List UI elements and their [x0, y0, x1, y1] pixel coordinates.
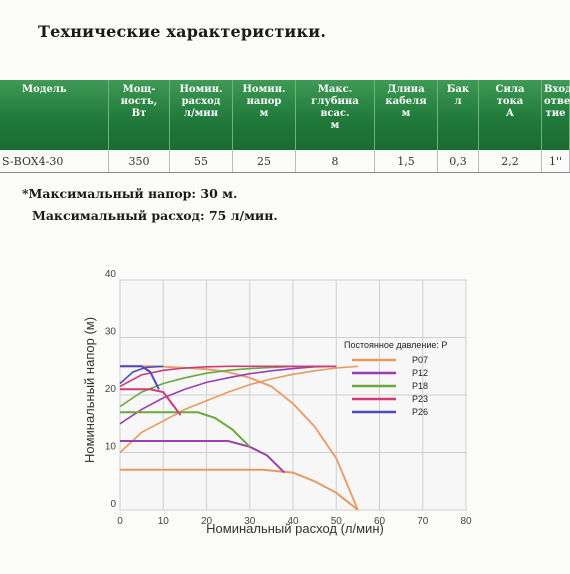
table-cell: 0,3	[437, 150, 479, 173]
y-tick-label: 40	[105, 269, 117, 280]
x-tick-label: 50	[331, 516, 343, 527]
table-header: Модель	[0, 80, 109, 150]
x-tick-label: 60	[374, 516, 386, 527]
x-tick-label: 0	[117, 516, 123, 527]
series-line-p12	[120, 440, 286, 474]
x-tick-label: 30	[244, 516, 256, 527]
performance-chart-svg: 0 10 20 30 40 50 60 70 80 0 10 20 30 40 Номинальный р…	[82, 269, 472, 536]
table-cell: 55	[169, 150, 233, 173]
x-tick-label: 70	[417, 516, 429, 527]
table-cell: 2,2	[478, 150, 542, 173]
series-rise-line-p23	[119, 365, 337, 388]
max-head-note: *Максимальный напор: 30 м.	[22, 186, 238, 201]
spec-table: Модель Мощ- ность, Вт Номин. расход л/ми…	[0, 80, 570, 173]
series-line-p18	[120, 411, 251, 448]
series-line-p26	[120, 365, 160, 390]
table-cell: 350	[108, 150, 170, 173]
page-title: Технические характеристики.	[38, 22, 327, 41]
series-rise-line-p07	[119, 365, 358, 454]
table-cell: 1,5	[374, 150, 438, 173]
y-tick-label: 20	[105, 384, 117, 395]
series-rise-line-p12	[119, 365, 337, 425]
table-header: Макс. глубина всас. м	[295, 80, 375, 150]
table-header: Бак л	[437, 80, 479, 150]
y-tick-label: 30	[105, 327, 117, 338]
x-axis-label: Номинальный расход (л/мин)	[206, 521, 384, 536]
table-cell-model: S-BOX4-30	[0, 150, 109, 173]
x-tick-label: 20	[201, 516, 213, 527]
table-cell: 1''	[541, 150, 570, 173]
series-line-p07	[120, 468, 359, 511]
table-header: Сила тока А	[478, 80, 542, 150]
chart-legend: Постоянное давление: P P07 P12 P18 P23 P26	[344, 340, 447, 417]
series-rise-line-p26	[119, 365, 164, 385]
legend-label-p23: P23	[412, 394, 428, 404]
max-flow-note: Максимальный расход: 75 л/мин.	[32, 208, 278, 223]
legend-label-p12: P12	[412, 368, 428, 378]
table-header-row: Модель Мощ- ность, Вт Номин. расход л/ми…	[0, 80, 570, 150]
x-tick-label: 10	[158, 516, 170, 527]
series-line-p23	[120, 388, 182, 416]
table-header: Вход. отверс тие	[541, 80, 570, 150]
chart-ticks: 0 10 20 30 40 50 60 70 80 0 10 20 30 40	[105, 269, 472, 527]
legend-label-p26: P26	[412, 407, 428, 417]
x-tick-label: 40	[287, 516, 299, 527]
chart-curves	[119, 365, 359, 511]
table-cell: 8	[295, 150, 375, 173]
y-tick-label: 0	[110, 499, 116, 510]
table-header: Длина кабеля м	[374, 80, 438, 150]
performance-chart: 0 10 20 30 40 50 60 70 80 0 10 20 30 40 Номинальный р…	[0, 260, 570, 570]
legend-label-p18: P18	[412, 381, 428, 391]
table-header: Номин. расход л/мин	[169, 80, 233, 150]
table-row: S-BOX4-30 350 55 25 8 1,5 0,3 2,2 1''	[0, 150, 570, 173]
legend-label-p07: P07	[412, 355, 428, 365]
table-header: Мощ- ность, Вт	[108, 80, 170, 150]
table-cell: 25	[232, 150, 296, 173]
legend-title: Постоянное давление: P	[344, 340, 447, 350]
x-tick-label: 80	[460, 516, 472, 527]
table-header: Номин. напор м	[232, 80, 296, 150]
y-axis-label: Номинальный напор (м)	[82, 317, 97, 463]
y-tick-label: 10	[105, 442, 117, 453]
